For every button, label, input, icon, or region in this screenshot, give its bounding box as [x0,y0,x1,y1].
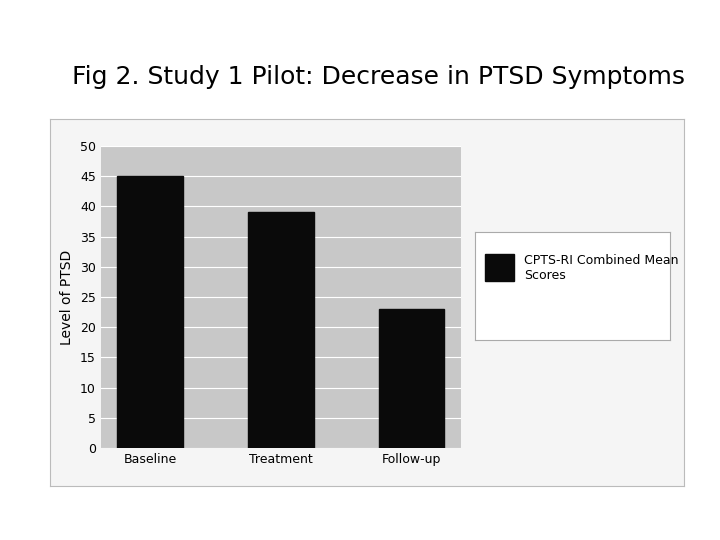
Bar [379,309,444,448]
Text: CPTS-RI Combined Mean
Scores: CPTS-RI Combined Mean Scores [524,254,678,282]
Text: Fig 2. Study 1 Pilot: Decrease in PTSD Symptoms: Fig 2. Study 1 Pilot: Decrease in PTSD S… [72,65,685,89]
Y-axis label: Level of PTSD: Level of PTSD [60,249,74,345]
Bar [485,254,514,281]
Bar [248,212,313,448]
Bar [117,176,183,448]
